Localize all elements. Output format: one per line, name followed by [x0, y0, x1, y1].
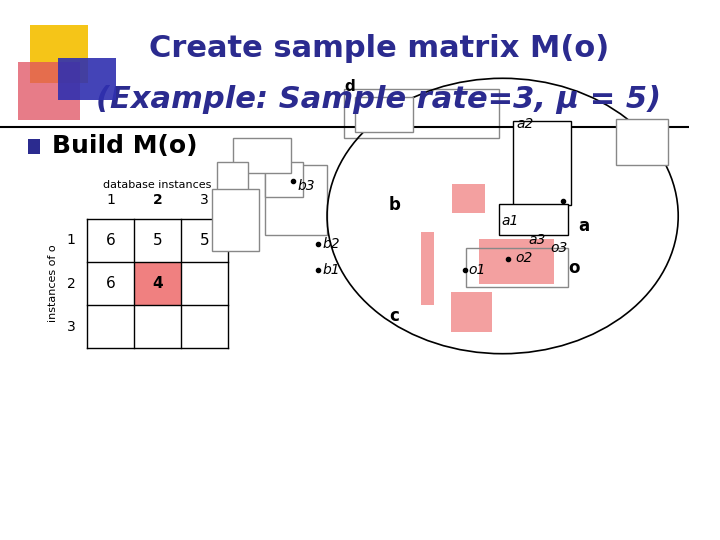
Text: a: a	[578, 217, 590, 235]
Text: o1: o1	[468, 263, 485, 277]
Bar	[265, 162, 303, 197]
Bar	[354, 97, 413, 132]
Text: a2: a2	[516, 117, 534, 131]
Bar	[452, 184, 485, 213]
Bar	[134, 262, 181, 305]
Text: b3: b3	[297, 179, 315, 193]
Bar	[451, 292, 492, 332]
Bar	[513, 122, 572, 205]
Text: Create sample matrix M(o): Create sample matrix M(o)	[148, 34, 609, 63]
Text: o2: o2	[515, 251, 532, 265]
Text: d: d	[344, 79, 355, 94]
Text: b: b	[389, 196, 401, 214]
Text: b1: b1	[323, 263, 340, 277]
Text: (Example: Sample rate=3, μ = 5): (Example: Sample rate=3, μ = 5)	[96, 85, 661, 114]
Bar	[212, 189, 259, 251]
Text: 5: 5	[153, 233, 163, 248]
Text: a1: a1	[501, 214, 518, 228]
Bar	[499, 204, 568, 235]
Text: 1: 1	[107, 193, 115, 207]
Text: 3: 3	[66, 320, 76, 334]
Text: 2: 2	[153, 193, 163, 207]
Bar	[265, 165, 327, 235]
Text: 3: 3	[200, 193, 209, 207]
Bar	[27, 139, 40, 154]
Bar	[217, 162, 248, 208]
Text: Build M(o): Build M(o)	[52, 134, 197, 158]
Text: a3: a3	[528, 233, 546, 247]
Bar	[421, 232, 433, 305]
Bar	[466, 248, 568, 287]
Text: o3: o3	[551, 241, 568, 255]
Text: instances of o: instances of o	[48, 245, 58, 322]
Text: 2: 2	[66, 276, 76, 291]
Text: o: o	[568, 259, 580, 278]
Bar	[479, 239, 554, 284]
Text: 4: 4	[153, 276, 163, 291]
Text: 5: 5	[199, 233, 210, 248]
Bar	[616, 119, 668, 165]
Bar	[344, 89, 499, 138]
Text: 1: 1	[66, 233, 76, 247]
Text: database instances: database instances	[104, 180, 212, 190]
Text: 6: 6	[106, 276, 116, 291]
Text: c: c	[389, 307, 399, 325]
Text: 6: 6	[106, 233, 116, 248]
Bar	[233, 138, 292, 173]
Text: b2: b2	[323, 237, 340, 251]
